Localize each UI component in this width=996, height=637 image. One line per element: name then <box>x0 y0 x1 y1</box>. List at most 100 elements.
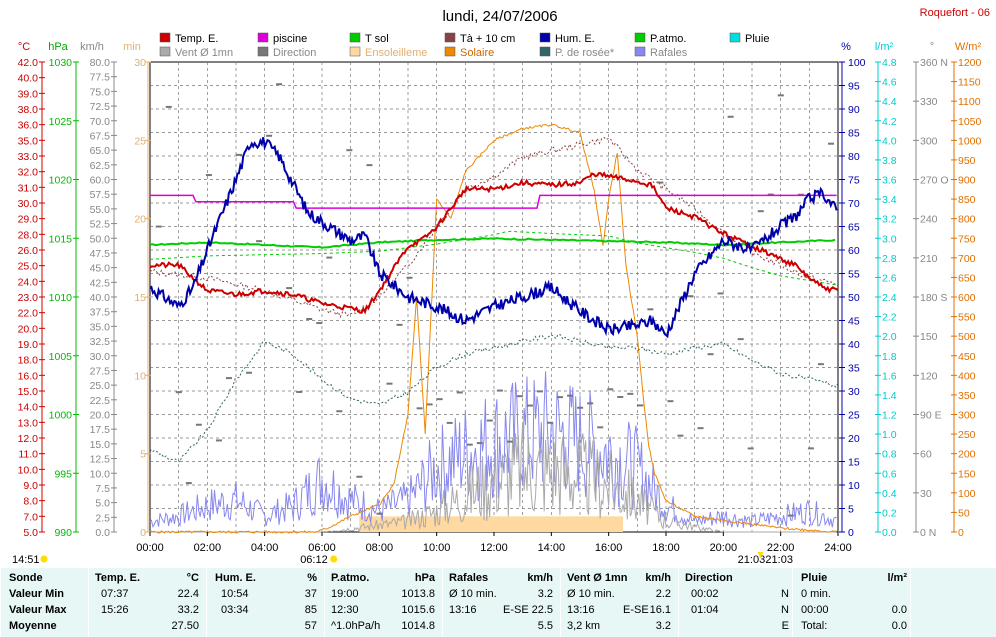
sunrise-label: 06:12 <box>300 554 328 566</box>
stats-value: 1015.6 <box>401 604 435 616</box>
axis-tick-label: 0 <box>958 527 964 539</box>
x-tick-label: 20:00 <box>710 542 738 554</box>
axis-tick-label: 330 <box>920 96 938 108</box>
stats-time: 3,2 km <box>567 620 601 632</box>
axis-tick-label: 2.0 <box>882 331 897 343</box>
x-tick-label: 16:00 <box>595 542 623 554</box>
axis-unit: min <box>123 41 141 53</box>
legend-swatch <box>539 46 551 57</box>
axis-tick-label: 10 <box>848 480 860 492</box>
axis-tick-label: 13.0 <box>18 417 39 429</box>
stats-row-label: Valeur Max <box>9 604 67 616</box>
axis-tick-label: 42.5 <box>90 277 111 289</box>
axis-tick-label: 300 <box>958 410 976 422</box>
axis-tick-label: 19.0 <box>18 339 39 351</box>
stats-table: Sonde Valeur Min Valeur Max Moyenne Temp. E.… <box>0 568 996 637</box>
axis-tick-label: 10.0 <box>90 468 111 480</box>
axis-tick-label: 75.0 <box>90 86 111 98</box>
axis-tick-label: 40.0 <box>90 292 111 304</box>
axis-tick-label: 25.0 <box>90 380 111 392</box>
axis-unit: % <box>841 41 851 53</box>
axis-tick-label: 20 <box>134 214 146 226</box>
axis-tick-label: 2.4 <box>882 292 897 304</box>
axis-tick-label: 33.0 <box>18 151 39 163</box>
axis-tick-label: 15.0 <box>90 439 111 451</box>
axis-unit: km/h <box>80 41 104 53</box>
axis-tick-label: 240 <box>920 214 938 226</box>
legend-swatch <box>257 32 269 43</box>
stats-col-direction: Direction 00:02 N 01:04 N E <box>678 568 792 637</box>
legend-swatch <box>159 46 171 57</box>
axis-tick-label: 50.0 <box>90 233 111 245</box>
x-tick-label: 24:00 <box>824 542 852 554</box>
axis-tick-label: 77.5 <box>90 72 111 84</box>
axis-tick-label: 3.8 <box>882 155 897 167</box>
stats-time: 13:16 <box>449 604 477 616</box>
weather-chart: lundi, 24/07/2006 Roquefort - 06 Temp. E… <box>12 7 990 566</box>
axis-tick-label: 14.0 <box>18 402 39 414</box>
stats-value: 37 <box>304 588 317 600</box>
legend-label: Hum. E. <box>555 33 595 45</box>
axis-tick-label: 3.6 <box>882 175 897 187</box>
axis-tick-label: 15.0 <box>18 386 39 398</box>
stats-value: 85 <box>304 604 317 616</box>
axis-tick-label: 7.0 <box>23 511 38 523</box>
axis-tick-label: 450 <box>958 351 976 363</box>
axis-tick-label: 100 <box>848 57 866 69</box>
axis-tick-label: 65.0 <box>90 145 111 157</box>
axis-unit: hPa <box>48 41 68 53</box>
stats-col-empty <box>910 568 996 637</box>
stats-time: 00:02 <box>691 588 719 600</box>
stats-value: 16.1 <box>649 604 671 616</box>
series-line-t-10-cm <box>149 136 839 319</box>
legend-label: piscine <box>273 33 307 45</box>
stats-value: 57 <box>304 620 317 632</box>
stats-header-vent: Vent Ø 1mn <box>567 572 628 584</box>
axis-tick-label: 10.0 <box>18 464 39 476</box>
stats-time: ^1.0hPa/h <box>331 620 381 632</box>
stats-col-patmo: P.atmo. hPa 19:00 1013.8 12:30 1015.6 ^1.0hPa/… <box>324 568 442 637</box>
axis-tick-label: 62.5 <box>90 160 111 172</box>
axis-tick-label: 1015 <box>49 233 73 245</box>
axis-tick-label: 900 <box>958 175 976 187</box>
axis-tick-label: 60 <box>920 449 932 461</box>
axis-tick-label: 39.0 <box>18 88 39 100</box>
axis-tick-label: 20.0 <box>90 410 111 422</box>
axis-tick-label: 80 <box>848 151 860 163</box>
axis-tick-label: 38.0 <box>18 104 39 116</box>
axis-tick-label: 800 <box>958 214 976 226</box>
stats-header-direction: Direction <box>685 572 733 584</box>
stats-value: N <box>781 604 789 616</box>
stats-time: 10:54 <box>221 588 249 600</box>
axis-tick-label: 150 <box>958 468 976 480</box>
axis-tick-label: 1200 <box>958 57 982 69</box>
stats-value: 22.4 <box>177 588 199 600</box>
x-tick-label: 14:00 <box>538 542 566 554</box>
stats-time: 00:00 <box>801 604 829 616</box>
axis-unit: ° <box>930 41 934 53</box>
axis-tick-label: 95 <box>848 81 860 93</box>
axis-tick-label: 23.0 <box>18 292 39 304</box>
axis-tick-label: 360 N <box>920 57 948 69</box>
axis-tick-label: 0.2 <box>882 507 897 519</box>
legend-label: T sol <box>365 33 389 45</box>
stats-time: 01:04 <box>691 604 719 616</box>
stats-time: 0 min. <box>801 588 831 600</box>
axis-tick-label: 65 <box>848 222 860 234</box>
axis-tick-label: 50 <box>958 507 970 519</box>
series-rafales <box>149 371 837 528</box>
axis-tick-label: 0.4 <box>882 488 897 500</box>
axis-tick-label: 27.5 <box>90 365 111 377</box>
stats-value: 3.2 <box>655 620 671 632</box>
axis-tick-label: 31.0 <box>18 182 39 194</box>
axis-tick-label: 150 <box>920 331 938 343</box>
legend-swatch <box>257 46 269 57</box>
stats-row-label: Valeur Min <box>9 588 65 600</box>
legend-label: Pluie <box>745 33 769 45</box>
axis-tick-label: 24.0 <box>18 276 39 288</box>
stats-value: E <box>781 620 789 632</box>
legend-label: Rafales <box>650 47 688 59</box>
stats-time: Ø 10 min. <box>567 588 615 600</box>
legend-label: Ensoleilleme <box>365 47 427 59</box>
axis-tick-label: 1000 <box>958 135 982 147</box>
